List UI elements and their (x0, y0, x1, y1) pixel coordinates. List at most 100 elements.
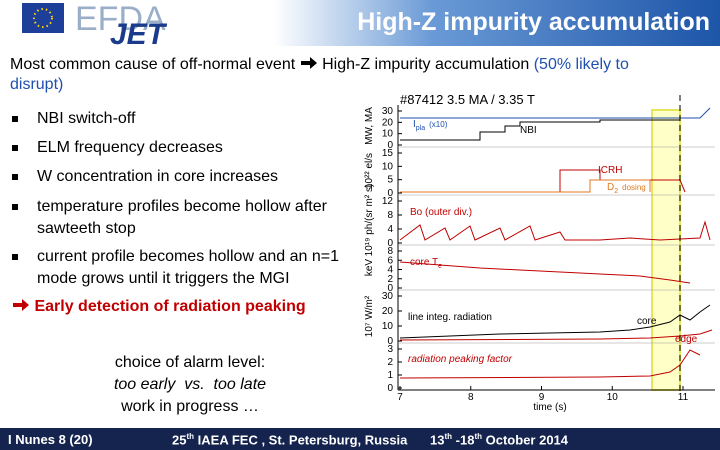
y-tick-label: 8 (387, 210, 393, 221)
x-tick-label: 8 (468, 392, 474, 403)
header-band: EFDA JET High-Z impurity accumulation (0, 0, 720, 46)
y-tick-label: 10 (382, 161, 394, 172)
highlight: Early detection of radiation peaking (12, 298, 306, 316)
y-axis-label: 10¹⁹ ph/(sr m² s) (364, 184, 375, 257)
bullet-text: W concentration in core increases (37, 168, 278, 185)
annotation: core (637, 316, 657, 327)
plot-title: #87412 3.5 MA / 3.35 T (400, 92, 535, 107)
annotation-text: Bo (outer div.) (410, 207, 472, 218)
bullet: W concentration in core increases (12, 166, 352, 188)
y-tick-label: 0 (387, 283, 393, 294)
trace (400, 119, 680, 141)
annotation: line integ. radiation (408, 312, 492, 323)
annotation-text: NBI (520, 125, 537, 136)
x-tick-label: 10 (607, 392, 619, 403)
bullet-text: ELM frequency decreases (37, 139, 223, 156)
y-tick-label: 0 (387, 188, 393, 199)
x-tick-label: 7 (397, 392, 403, 403)
bullet: current profile becomes hollow and an n=… (12, 246, 352, 290)
y-tick-label: 15 (382, 148, 394, 159)
bullet: temperature profiles become hollow after… (12, 196, 352, 240)
annotation-text: core T (410, 257, 438, 268)
y-tick-label: 1 (387, 370, 393, 381)
logo-org: EFDA (75, 0, 166, 38)
text: October 2014 (485, 432, 569, 448)
annotation: edge (675, 334, 698, 345)
y-tick-label: 0 (387, 140, 393, 151)
y-tick-label: 2 (387, 274, 393, 285)
x-tick-label: 11 (678, 392, 689, 403)
trace (399, 220, 711, 241)
trace (399, 349, 701, 379)
arrow-icon (13, 299, 29, 311)
trace (399, 329, 713, 341)
x-axis-label: time (s) (533, 402, 566, 413)
arrow-icon (300, 57, 317, 69)
bullet: NBI switch-off (12, 108, 352, 130)
y-tick-label: 20 (382, 117, 394, 128)
y-tick-label: 20 (382, 306, 394, 317)
alarm-note: choice of alarm level: too early vs. too… (90, 352, 290, 418)
annotation-text: line integ. radiation (408, 312, 492, 323)
text: -18 (455, 432, 475, 448)
annotation: radiation peaking factor (408, 354, 513, 365)
footer: I Nunes 8 (20) 25th IAEA FEC , St. Peter… (0, 428, 720, 450)
annotation-tail: dosing (622, 183, 646, 192)
text: 13 (430, 432, 445, 448)
flag-stars (33, 8, 53, 28)
y-tick-label: 2 (387, 357, 393, 368)
footer-dates: 13th -18th October 2014 (430, 432, 568, 447)
footer-speaker: I Nunes 8 (20) (8, 432, 93, 447)
trace (399, 261, 691, 284)
annotation-text: core (637, 316, 657, 327)
intro-note: (50% likely to disrupt) (10, 56, 629, 93)
y-tick-label: 10 (382, 129, 394, 140)
y-axis-label: 10⁷ W/m² (364, 295, 375, 337)
y-tick-label: 5 (387, 175, 393, 186)
annotation-sub: e (438, 263, 442, 270)
annotation-text: edge (675, 334, 698, 345)
y-axis-label: 10²² el/s (364, 153, 375, 189)
annotation-sub: 2 (614, 188, 618, 195)
highlight-text: Early detection of radiation peaking (34, 298, 306, 315)
y-tick-label: 12 (382, 196, 394, 207)
bullet-marker (12, 116, 18, 122)
y-tick-label: 8 (387, 246, 393, 257)
y-tick-label: 0 (387, 238, 393, 249)
annotation: Ipla (x10) (413, 119, 448, 132)
y-tick-label: 0 (387, 383, 393, 394)
y-tick-label: 4 (387, 224, 393, 235)
highlight-window (651, 109, 681, 391)
bullet-text: NBI switch-off (37, 110, 136, 127)
text: IAEA FEC , St. Petersburg, Russia (197, 432, 408, 448)
alarm-line: choice of alarm level: (114, 354, 266, 371)
y-tick-label: 6 (387, 255, 393, 266)
y-tick-label: 10 (382, 321, 394, 332)
footer-conference: 25th IAEA FEC , St. Petersburg, Russia (172, 432, 407, 447)
text: th (444, 432, 453, 441)
annotation: core Te (410, 257, 442, 270)
bullet-text: current profile becomes hollow and an n=… (37, 248, 339, 287)
text: th (186, 432, 195, 441)
trace (399, 304, 711, 339)
logo-project: JET (110, 18, 168, 46)
bullet-marker (12, 174, 18, 180)
trace (400, 107, 711, 119)
annotation-text: radiation peaking factor (408, 354, 513, 365)
text: th (474, 432, 483, 441)
y-tick-label: 30 (382, 106, 394, 117)
y-axis-label: MW, MA (364, 107, 375, 145)
annotation: NBI (520, 125, 537, 136)
y-axis-label: keV (364, 259, 375, 277)
annotation: ICRH (598, 165, 622, 176)
trace (400, 179, 651, 193)
intro-result: High-Z impurity accumulation (322, 56, 530, 73)
alarm-line: too early vs. too late (113, 376, 267, 393)
annotation: D2 dosing (607, 182, 646, 195)
bullet-marker (12, 145, 18, 151)
y-tick-label: 30 (382, 291, 394, 302)
bullet-marker (12, 254, 18, 260)
x-tick-label: 9 (539, 392, 545, 403)
